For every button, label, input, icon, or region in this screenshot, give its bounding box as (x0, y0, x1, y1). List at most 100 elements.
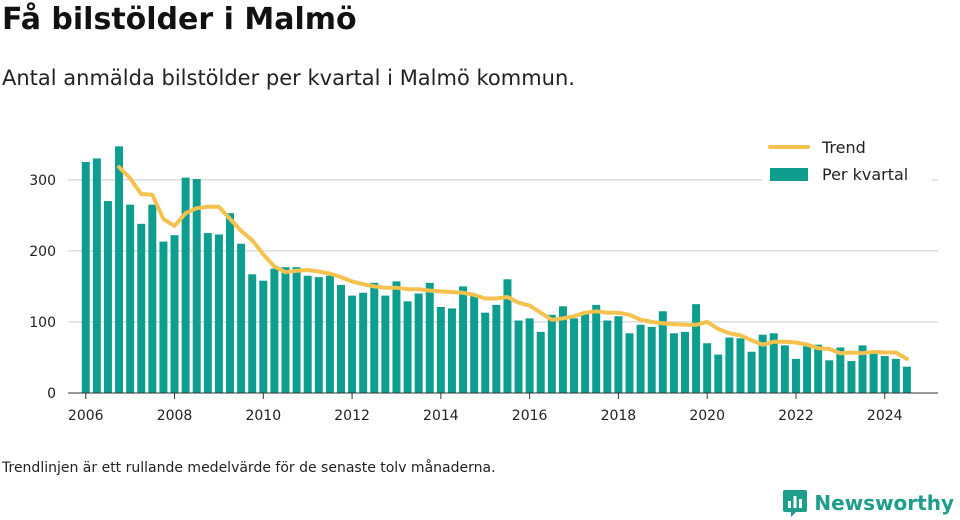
bar (692, 304, 701, 393)
bar (902, 366, 911, 393)
x-tick-label: 2024 (867, 408, 903, 424)
y-tick-label: 0 (47, 386, 56, 402)
bar (81, 161, 90, 393)
x-tick-label: 2008 (157, 408, 193, 424)
bar (203, 233, 212, 393)
bar (370, 282, 379, 393)
bar (403, 301, 412, 393)
bar (192, 179, 201, 393)
bar (325, 275, 334, 393)
bar (669, 333, 678, 393)
line-series-trend (117, 165, 909, 361)
bar (658, 311, 667, 393)
bar (425, 282, 434, 393)
legend-swatch-per-kvartal (770, 168, 808, 181)
bar (447, 308, 456, 393)
bar (703, 343, 712, 393)
bar (780, 345, 789, 393)
bar (570, 318, 579, 393)
bar (858, 345, 867, 393)
bar (614, 316, 623, 393)
bar (647, 326, 656, 393)
bar (414, 293, 423, 393)
chart-subtitle: Antal anmälda bilstölder per kvartal i M… (2, 66, 575, 90)
legend-label-per-kvartal: Per kvartal (822, 165, 908, 184)
newsworthy-logo-icon (783, 490, 808, 517)
bar (492, 304, 501, 393)
bar (92, 158, 101, 393)
footnote: Trendlinjen är ett rullande medelvärde f… (2, 460, 496, 476)
bar (814, 344, 823, 393)
bar (747, 351, 756, 393)
bar (170, 235, 179, 393)
bar (836, 347, 845, 393)
bar (292, 267, 301, 393)
bar (503, 279, 512, 393)
bar (803, 346, 812, 393)
bar (103, 201, 112, 393)
y-tick-label: 200 (29, 244, 56, 260)
bar (758, 334, 767, 393)
bar (603, 320, 612, 393)
bar (126, 204, 135, 393)
chart-title: Få bilstölder i Malmö (2, 2, 357, 37)
bar (847, 361, 856, 393)
bar (891, 358, 900, 393)
brand-name: Newsworthy (814, 491, 954, 515)
bar-series-per-kvartal (81, 146, 911, 393)
bar (115, 146, 124, 393)
x-tick-label: 2022 (778, 408, 814, 424)
bar (381, 295, 390, 393)
bar (592, 304, 601, 393)
bar (636, 324, 645, 393)
bar (581, 312, 590, 393)
bar (714, 354, 723, 393)
bar (137, 223, 146, 393)
bar (237, 243, 246, 393)
bar (303, 275, 312, 393)
bar (791, 358, 800, 393)
y-tick-label: 300 (29, 173, 56, 189)
x-tick-label: 2018 (601, 408, 637, 424)
bar (348, 295, 357, 393)
axes: 0 100 200 300 2006 2008 2010 2012 2014 2016 2018 20… (29, 173, 938, 424)
x-tick-label: 2016 (512, 408, 548, 424)
trend-line (117, 165, 909, 361)
bar (181, 177, 190, 393)
bar (680, 331, 689, 393)
bar (159, 241, 168, 393)
legend: Trend Per kvartal (762, 130, 932, 188)
x-tick-label: 2006 (68, 408, 104, 424)
bar (825, 360, 834, 393)
bar (514, 320, 523, 393)
y-tick-label: 100 (29, 315, 56, 331)
bar (336, 284, 345, 393)
bar (880, 356, 889, 393)
bar (547, 314, 556, 393)
legend-label-trend: Trend (821, 138, 866, 157)
bar (281, 267, 290, 393)
bar (436, 306, 445, 393)
x-tick-label: 2014 (423, 408, 459, 424)
bar (270, 268, 279, 393)
bar (359, 292, 368, 393)
x-tick-label: 2012 (334, 408, 370, 424)
bar (226, 213, 235, 393)
brand-logo[interactable]: Newsworthy (782, 488, 954, 518)
bar (259, 280, 268, 393)
bar (148, 204, 157, 393)
bar (392, 281, 401, 393)
bar (769, 333, 778, 393)
bar (525, 318, 534, 393)
chart: 0 100 200 300 2006 2008 2010 2012 2014 2016 2018 20… (29, 130, 938, 424)
bar (625, 333, 634, 393)
bar (481, 312, 490, 393)
bar (725, 337, 734, 393)
bar (459, 286, 468, 393)
bar (736, 338, 745, 393)
bar (314, 277, 323, 393)
bar (214, 234, 223, 393)
bar (248, 274, 257, 393)
bar (558, 306, 567, 393)
x-tick-label: 2020 (689, 408, 725, 424)
